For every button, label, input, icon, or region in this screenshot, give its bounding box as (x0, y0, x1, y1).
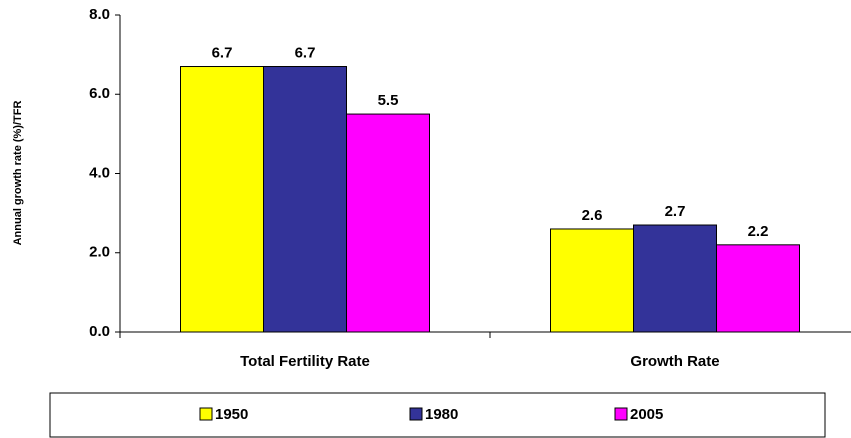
legend-swatch (614, 407, 628, 421)
bar (633, 224, 717, 333)
legend-box (49, 392, 826, 438)
bar (180, 66, 264, 333)
y-tick-label: 2.0 (89, 244, 110, 261)
data-label: 6.7 (212, 44, 233, 61)
legend-label: 1980 (425, 406, 458, 423)
data-label: 2.2 (748, 223, 769, 240)
y-tick-label: 4.0 (89, 164, 110, 181)
bar (263, 66, 347, 333)
y-axis-label: Annual growth rate (%)/TFR (12, 101, 24, 246)
y-tick-label: 8.0 (89, 6, 110, 23)
y-tick-label: 0.0 (89, 323, 110, 340)
legend-label: 1950 (215, 406, 248, 423)
data-label: 6.7 (295, 44, 316, 61)
data-label: 5.5 (378, 92, 399, 109)
bar (346, 113, 430, 333)
data-label: 2.7 (665, 203, 686, 220)
bar (550, 228, 634, 333)
legend-swatch (409, 407, 423, 421)
legend-swatch (199, 407, 213, 421)
data-label: 2.6 (582, 207, 603, 224)
legend-label: 2005 (630, 406, 663, 423)
x-tick-label: Growth Rate (630, 353, 719, 370)
x-tick-label: Total Fertility Rate (240, 353, 370, 370)
y-tick-label: 6.0 (89, 85, 110, 102)
bar (716, 244, 800, 333)
